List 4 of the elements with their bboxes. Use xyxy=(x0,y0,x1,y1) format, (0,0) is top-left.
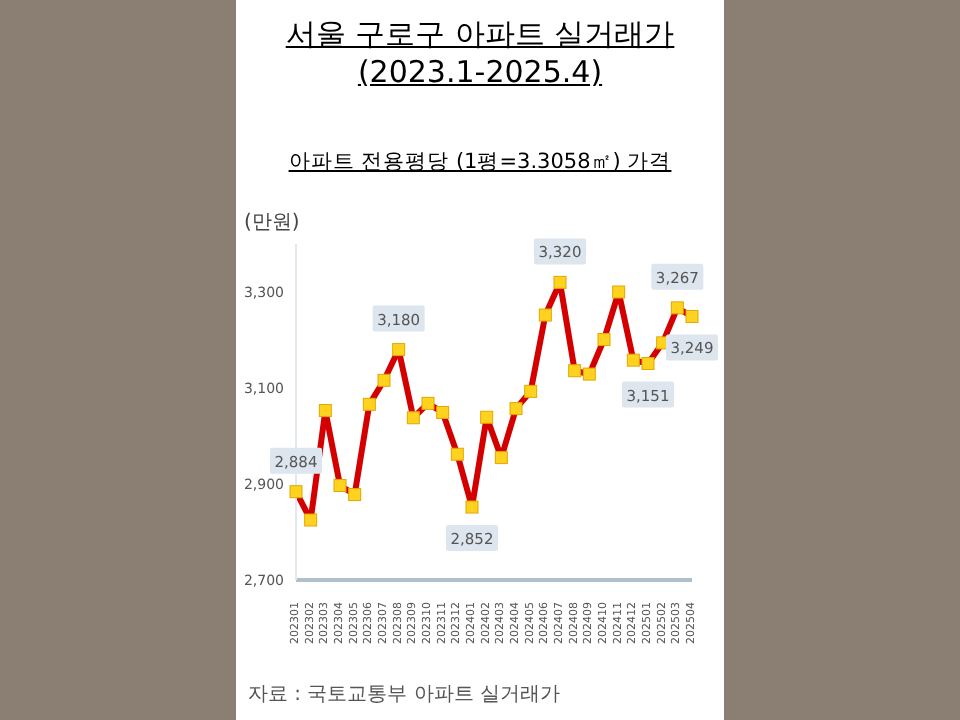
text: 자료 : 국토교통부 아파트 실거래가 xyxy=(248,682,561,708)
chart-title: 서울 구로구 아파트 실거래가 (2023.1-2025.4) xyxy=(283,16,677,92)
y-axis-title: (만원) xyxy=(244,210,300,236)
chart-subtitle: 아파트 전용평당 (1평=3.3058㎡) 가격 xyxy=(286,148,674,176)
